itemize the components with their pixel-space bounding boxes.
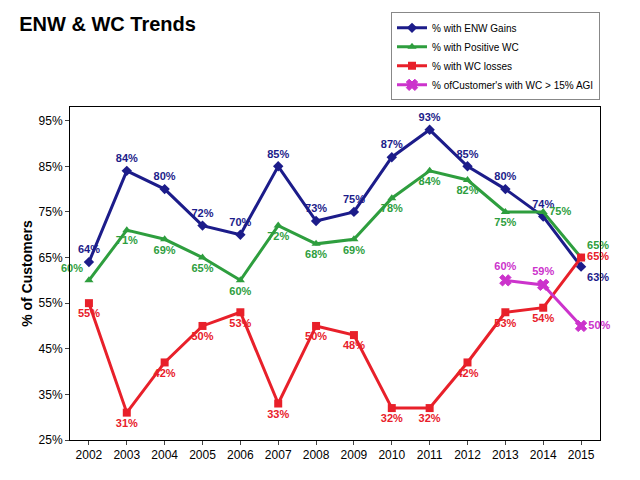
svg-text:75%: 75% [39,205,63,219]
svg-text:31%: 31% [116,417,138,429]
svg-text:78%: 78% [381,202,403,214]
svg-text:% with Positive WC: % with Positive WC [432,42,519,53]
svg-text:32%: 32% [419,412,441,424]
svg-text:59%: 59% [532,265,554,277]
svg-text:48%: 48% [343,339,365,351]
svg-text:72%: 72% [267,230,289,242]
svg-text:70%: 70% [229,216,251,228]
svg-text:45%: 45% [39,342,63,356]
svg-text:33%: 33% [267,408,289,420]
svg-text:50%: 50% [588,319,610,331]
svg-text:32%: 32% [381,412,403,424]
svg-text:2007: 2007 [265,448,292,462]
svg-text:2009: 2009 [341,448,368,462]
svg-text:71%: 71% [116,234,138,246]
svg-text:2015: 2015 [568,448,595,462]
svg-text:63%: 63% [587,271,609,283]
svg-text:85%: 85% [267,148,289,160]
svg-text:72%: 72% [191,207,213,219]
svg-text:2010: 2010 [378,448,405,462]
svg-text:2003: 2003 [113,448,140,462]
svg-text:50%: 50% [305,330,327,342]
svg-text:74%: 74% [532,198,554,210]
svg-text:82%: 82% [456,184,478,196]
svg-text:65%: 65% [39,251,63,265]
svg-text:84%: 84% [419,175,441,187]
svg-text:ENW & WC Trends: ENW & WC Trends [19,13,196,35]
svg-text:65%: 65% [587,239,609,251]
svg-text:84%: 84% [116,152,138,164]
svg-text:55%: 55% [78,307,100,319]
svg-text:60%: 60% [229,285,251,297]
svg-text:2006: 2006 [227,448,254,462]
svg-text:64%: 64% [78,243,100,255]
svg-text:95%: 95% [39,114,63,128]
svg-text:75%: 75% [494,216,516,228]
svg-text:2011: 2011 [417,448,443,462]
svg-text:53%: 53% [229,317,251,329]
svg-text:35%: 35% [39,388,63,402]
svg-text:50%: 50% [191,330,213,342]
svg-text:2013: 2013 [492,448,519,462]
svg-text:85%: 85% [39,160,63,174]
svg-text:85%: 85% [456,148,478,160]
svg-text:53%: 53% [494,317,516,329]
svg-text:2012: 2012 [454,448,481,462]
svg-text:75%: 75% [343,193,365,205]
svg-text:2004: 2004 [151,448,178,462]
svg-text:73%: 73% [305,202,327,214]
svg-text:54%: 54% [532,312,554,324]
svg-text:60%: 60% [494,260,516,272]
svg-text:65%: 65% [587,250,609,262]
svg-text:% ofCustomer's with WC > 15% A: % ofCustomer's with WC > 15% AGI [432,80,593,91]
svg-text:60%: 60% [61,262,83,274]
svg-text:65%: 65% [191,262,213,274]
svg-text:42%: 42% [456,367,478,379]
svg-text:25%: 25% [39,433,63,447]
svg-text:% with WC losses: % with WC losses [432,61,512,72]
svg-text:42%: 42% [154,367,176,379]
svg-text:93%: 93% [419,111,441,123]
svg-text:2014: 2014 [530,448,557,462]
svg-text:69%: 69% [343,244,365,256]
svg-text:% with ENW Gains: % with ENW Gains [432,23,516,34]
svg-text:2002: 2002 [76,448,103,462]
svg-text:87%: 87% [381,138,403,150]
svg-text:2008: 2008 [303,448,330,462]
svg-text:75%: 75% [549,205,571,217]
svg-text:55%: 55% [39,296,63,310]
svg-text:68%: 68% [305,248,327,260]
svg-text:% of Customers: % of Customers [19,220,35,327]
svg-text:69%: 69% [154,244,176,256]
svg-text:80%: 80% [494,170,516,182]
svg-text:2005: 2005 [189,448,216,462]
svg-text:80%: 80% [154,170,176,182]
